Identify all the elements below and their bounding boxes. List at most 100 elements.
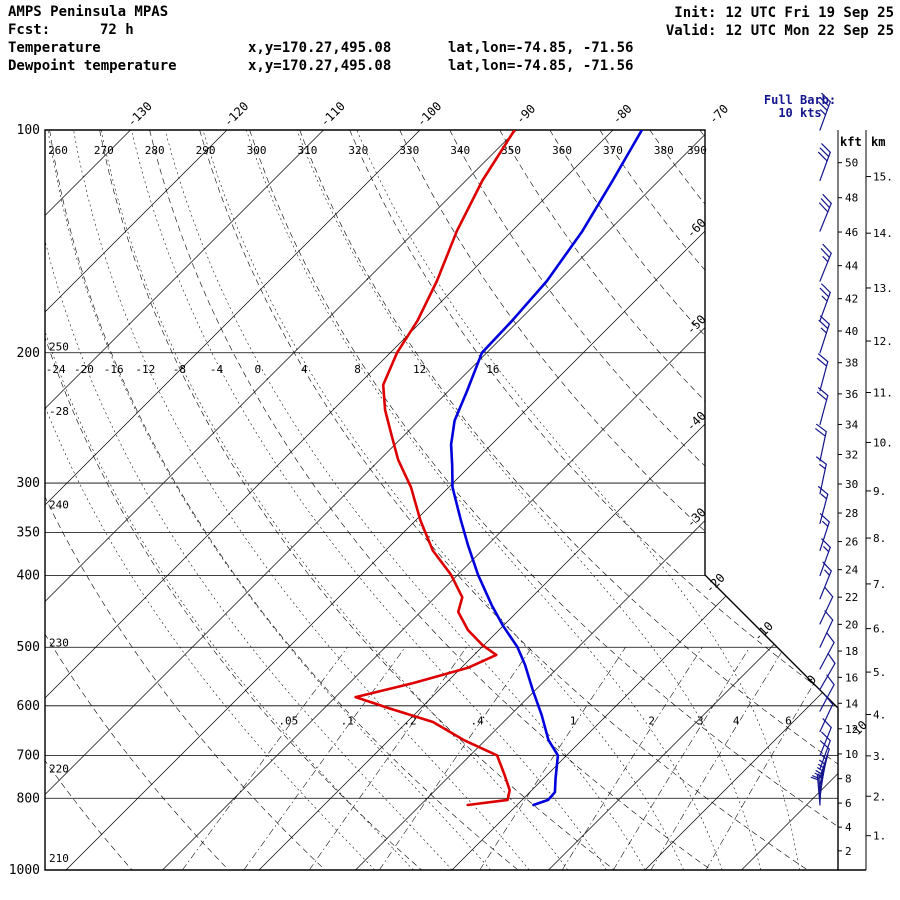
- svg-text:1.: 1.: [873, 830, 886, 843]
- svg-text:2: 2: [845, 845, 852, 858]
- svg-text:26: 26: [845, 536, 858, 549]
- svg-text:8.: 8.: [873, 532, 886, 545]
- svg-text:350: 350: [501, 144, 521, 157]
- svg-text:4.: 4.: [873, 708, 886, 721]
- svg-text:4: 4: [301, 363, 308, 376]
- barb-legend-line1: Full Barb:: [763, 93, 837, 107]
- svg-text:800: 800: [17, 791, 40, 806]
- svg-text:28: 28: [845, 507, 858, 520]
- svg-text:-100: -100: [414, 99, 444, 129]
- svg-text:.1: .1: [341, 715, 354, 728]
- svg-text:.4: .4: [470, 715, 484, 728]
- barb-legend-line2: 10 kts: [778, 106, 822, 120]
- svg-text:100: 100: [17, 123, 40, 138]
- svg-text:.2: .2: [403, 715, 416, 728]
- init-label: Init:: [674, 5, 717, 21]
- svg-text:11.: 11.: [873, 386, 893, 399]
- valid-line: Valid: 12 UTC Mon 22 Sep 25: [660, 22, 894, 40]
- svg-text:230: 230: [49, 637, 69, 650]
- wind-barbs: [810, 92, 836, 806]
- svg-text:4: 4: [845, 821, 852, 834]
- svg-text:8: 8: [354, 363, 361, 376]
- svg-text:14.: 14.: [873, 227, 893, 240]
- svg-text:kft: kft: [840, 135, 862, 149]
- svg-text:32: 32: [845, 449, 858, 462]
- valid-value: 12 UTC Mon 22 Sep 25: [725, 23, 894, 39]
- svg-text:6: 6: [785, 715, 792, 728]
- svg-text:240: 240: [49, 499, 69, 512]
- svg-text:310: 310: [298, 144, 318, 157]
- dewpoint-legend-label: Dewpoint temperature: [8, 58, 177, 74]
- svg-text:36: 36: [845, 388, 858, 401]
- height-axes: kft km50484644424038363432302826242220181…: [837, 130, 893, 870]
- svg-text:300: 300: [247, 144, 267, 157]
- svg-text:12: 12: [845, 723, 858, 736]
- svg-text:9.: 9.: [873, 485, 886, 498]
- svg-text:320: 320: [348, 144, 368, 157]
- svg-text:20: 20: [845, 618, 858, 631]
- svg-text:6.: 6.: [873, 623, 886, 636]
- svg-text:270: 270: [94, 144, 114, 157]
- svg-text:370: 370: [603, 144, 623, 157]
- svg-text:14: 14: [845, 697, 859, 710]
- init-value: 12 UTC Fri 19 Sep 25: [725, 5, 894, 21]
- barb-legend: Full Barb: 10 kts: [752, 94, 848, 120]
- svg-text:16: 16: [845, 671, 858, 684]
- svg-text:-80: -80: [610, 102, 635, 127]
- temperature-trace: [449, 130, 644, 807]
- svg-text:330: 330: [399, 144, 419, 157]
- chart-labels: 100 200 300 350 400 500 6 0 0 700 800 1000 -130 -120 -…: [9, 99, 870, 878]
- svg-text:500: 500: [17, 640, 40, 655]
- isotherm-lines: [45, 130, 838, 870]
- svg-text:260: 260: [48, 144, 68, 157]
- temperature-legend-label: Temperature: [8, 40, 101, 56]
- svg-text:30: 30: [845, 478, 858, 491]
- svg-text:5.: 5.: [873, 666, 886, 679]
- svg-text:1000: 1000: [9, 863, 40, 878]
- dewpoint-latlon: lat,lon=-74.85, -71.56: [448, 58, 634, 74]
- svg-text:290: 290: [196, 144, 216, 157]
- valid-label: Valid:: [665, 23, 717, 39]
- svg-text:-4: -4: [210, 363, 224, 376]
- svg-text:48: 48: [845, 192, 858, 205]
- svg-text:-24: -24: [46, 363, 66, 376]
- svg-text:2: 2: [648, 715, 655, 728]
- svg-text:300: 300: [17, 476, 40, 491]
- svg-text:-120: -120: [221, 99, 251, 129]
- svg-text:-130: -130: [125, 99, 155, 129]
- svg-text:-20: -20: [703, 571, 728, 596]
- svg-text:700: 700: [17, 748, 40, 763]
- dry-adiabat-lines: [45, 130, 838, 870]
- svg-text:42: 42: [845, 293, 858, 306]
- svg-text:-16: -16: [104, 363, 124, 376]
- dewpoint-gridpoint: x,y=170.27,495.08: [248, 58, 392, 74]
- svg-text:400: 400: [17, 569, 40, 584]
- svg-text:350: 350: [17, 526, 40, 541]
- fcst-label: Fcst:: [8, 22, 51, 38]
- svg-text:210: 210: [49, 852, 69, 865]
- svg-text:7.: 7.: [873, 578, 886, 591]
- svg-text:0: 0: [254, 363, 261, 376]
- svg-text:15.: 15.: [873, 171, 893, 184]
- svg-text:2.: 2.: [873, 790, 886, 803]
- svg-text:22: 22: [845, 591, 858, 604]
- svg-text:50: 50: [845, 157, 858, 170]
- page-title: AMPS Peninsula MPAS: [8, 4, 169, 20]
- svg-text:4: 4: [733, 715, 740, 728]
- svg-text:-8: -8: [173, 363, 186, 376]
- mixing-ratio-lines: [182, 647, 836, 870]
- svg-text:-70: -70: [706, 102, 731, 127]
- svg-text:0: 0: [804, 672, 819, 687]
- svg-text:280: 280: [145, 144, 165, 157]
- svg-text:6: 6: [845, 797, 852, 810]
- svg-text:.05: .05: [278, 715, 298, 728]
- svg-text:10: 10: [845, 748, 858, 761]
- svg-text:13.: 13.: [873, 282, 893, 295]
- svg-text:46: 46: [845, 226, 858, 239]
- svg-text:-90: -90: [513, 102, 538, 127]
- svg-text:200: 200: [17, 346, 40, 361]
- svg-text:220: 220: [49, 762, 69, 775]
- pressure-lines: [45, 352, 838, 799]
